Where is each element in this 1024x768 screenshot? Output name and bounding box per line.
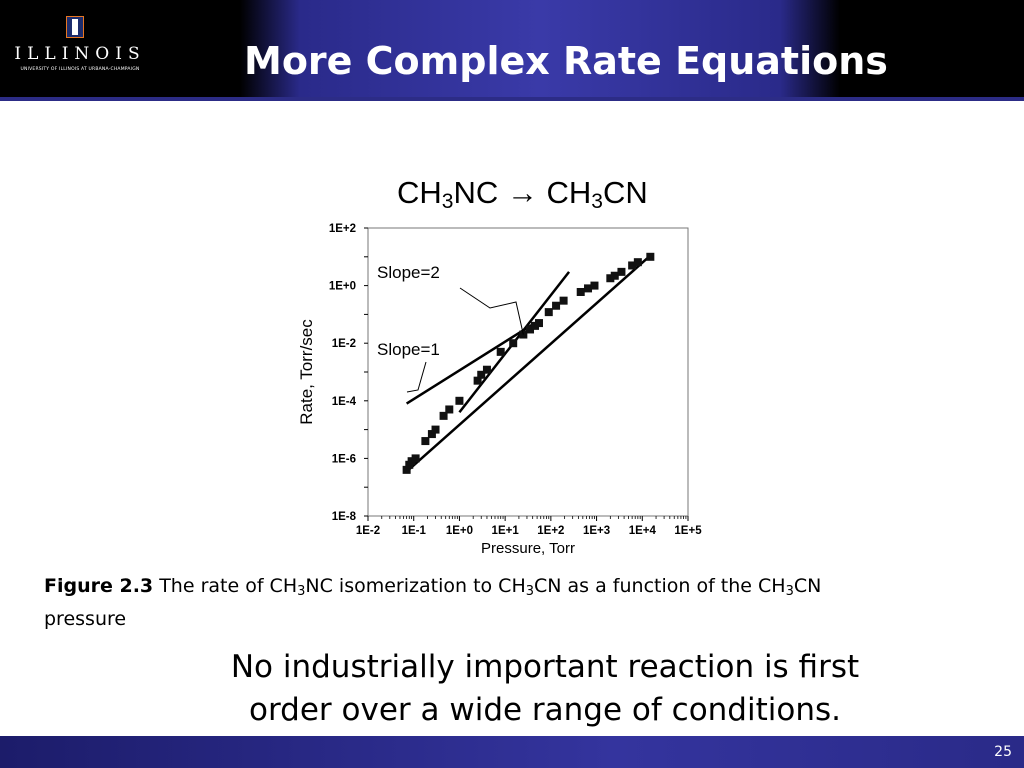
data-point xyxy=(427,430,436,439)
data-point xyxy=(576,287,585,296)
equation-product-subscript: 3 xyxy=(591,190,603,213)
equation-product-rest: CN xyxy=(602,175,648,210)
y-tick-label: 1E-2 xyxy=(332,338,356,350)
caption-subscript: 3 xyxy=(525,584,535,599)
caption-text: CN xyxy=(793,575,822,597)
data-point xyxy=(482,365,491,374)
y-tick-label: 1E-8 xyxy=(332,511,357,523)
data-point xyxy=(584,284,593,293)
data-point xyxy=(534,319,543,328)
x-tick-label: 1E+3 xyxy=(583,525,610,537)
x-tick-label: 1E-2 xyxy=(356,525,380,537)
footer-bar xyxy=(0,736,1024,768)
data-point xyxy=(496,347,505,356)
data-point xyxy=(610,271,619,280)
caption-subscript: 3 xyxy=(297,584,306,599)
caption-text: The rate of CH xyxy=(153,575,298,597)
caption-text: CN as a function of the CH xyxy=(534,575,786,597)
data-point xyxy=(421,437,430,446)
data-point xyxy=(477,370,486,379)
university-logo: ILLINOIS UNIVERSITY OF ILLINOIS AT URBAN… xyxy=(10,16,150,76)
data-point xyxy=(633,258,642,267)
figure-caption: Figure 2.3 The rate of CH3NC isomerizati… xyxy=(44,570,994,636)
y-tick-label: 1E-6 xyxy=(332,453,356,465)
reaction-equation: CH3NC → CH3CN xyxy=(397,175,648,214)
x-tick-label: 1E+0 xyxy=(446,525,473,537)
y-axis-label: Rate, Torr/sec xyxy=(297,319,316,425)
equation-reactant-subscript: 3 xyxy=(441,190,454,213)
caption-subscript: 3 xyxy=(785,584,794,599)
x-tick-label: 1E+2 xyxy=(537,525,564,537)
series-line xyxy=(405,254,652,473)
series-line xyxy=(405,323,534,405)
x-tick-label: 1E+4 xyxy=(629,525,657,537)
x-tick-label: 1E+5 xyxy=(674,525,702,537)
logo-wordmark: ILLINOIS xyxy=(14,44,146,64)
data-point xyxy=(617,267,626,276)
data-point xyxy=(590,281,599,290)
data-point xyxy=(439,411,448,420)
data-point xyxy=(431,425,440,434)
data-point xyxy=(509,339,518,348)
conclusion-note: No industrially important reaction is fi… xyxy=(230,649,860,728)
data-point xyxy=(628,261,637,270)
y-tick-label: 1E+0 xyxy=(329,281,356,293)
page-number: 25 xyxy=(994,744,1012,760)
data-point xyxy=(646,252,655,261)
header-underline xyxy=(0,97,1024,101)
data-point xyxy=(552,301,561,310)
header-gradient xyxy=(240,0,840,101)
x-tick-label: 1E-1 xyxy=(402,525,427,537)
data-point xyxy=(402,465,411,474)
rate-vs-pressure-chart: 1E-2 1E-1 1E+0 1E+1 1E+2 1E+3 1E+4 1E+5 1E+2 1E+0… xyxy=(297,223,702,557)
slope2-leader xyxy=(459,287,524,335)
caption-text: NC isomerization to CH xyxy=(305,575,526,597)
data-point xyxy=(519,330,528,339)
data-point xyxy=(606,274,615,283)
slope-2-label: Slope=2 xyxy=(377,263,440,282)
data-point xyxy=(455,396,464,405)
data-point xyxy=(526,325,535,334)
data-point xyxy=(411,454,420,463)
figure-label: Figure 2.3 xyxy=(44,575,154,597)
x-tick-label: 1E+1 xyxy=(492,525,520,537)
data-point xyxy=(544,308,553,317)
equation-reactant: CH xyxy=(397,175,442,210)
caption-text: pressure xyxy=(44,608,127,630)
block-i-icon xyxy=(66,16,84,38)
y-tick-label: 1E+2 xyxy=(329,223,356,235)
reaction-arrow-icon: → xyxy=(506,175,538,210)
data-point xyxy=(445,405,454,414)
x-axis-label: Pressure, Torr xyxy=(481,540,575,557)
equation-product: CH xyxy=(546,175,592,210)
data-point xyxy=(473,376,482,385)
data-point xyxy=(559,296,568,305)
slope1-leader xyxy=(406,361,427,393)
slope-1-label: Slope=1 xyxy=(377,340,440,359)
slide-title: More Complex Rate Equations xyxy=(244,39,888,83)
logo-subtitle: UNIVERSITY OF ILLINOIS AT URBANA-CHAMPAI… xyxy=(20,67,140,72)
y-tick-label: 1E-4 xyxy=(332,396,357,408)
equation-reactant-rest: NC xyxy=(453,175,499,210)
